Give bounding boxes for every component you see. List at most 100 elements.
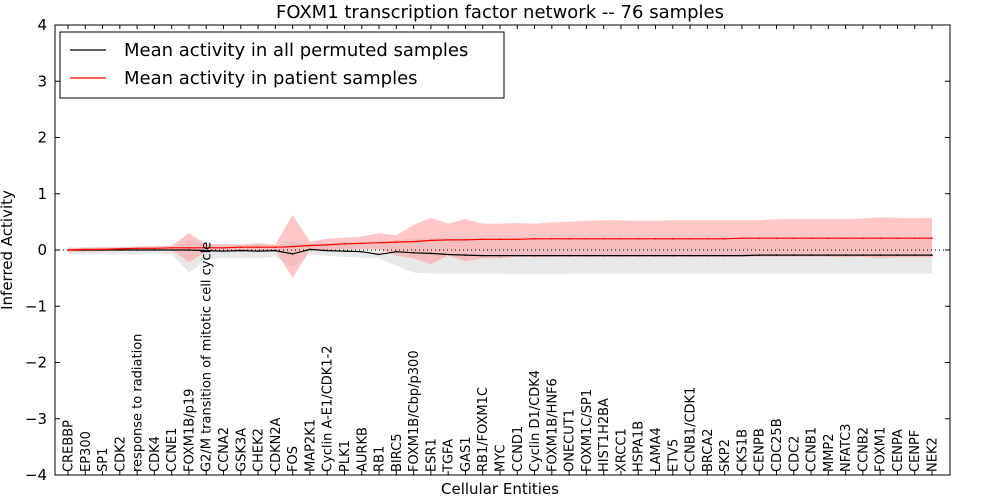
- category-label: CENPF: [908, 430, 923, 472]
- category-label: MMP2: [822, 433, 837, 472]
- point-series-1: [810, 237, 812, 239]
- point-series-1: [654, 238, 657, 240]
- category-label: FOXM1C/SP1: [580, 389, 595, 472]
- point-series-0: [378, 253, 380, 256]
- point-series-0: [481, 254, 484, 257]
- point-series-0: [274, 249, 277, 252]
- confidence-bands: [68, 215, 932, 279]
- category-label: FOXM1B/Cbp/p300: [407, 350, 422, 472]
- point-series-1: [257, 246, 259, 248]
- point-series-1: [84, 248, 87, 251]
- point-series-0: [464, 254, 467, 256]
- y-ticks: −4 −3 −2 −1 0 1 2 3 4: [25, 16, 950, 484]
- category-label: CCNB1/CDK1: [684, 387, 699, 472]
- point-series-0: [827, 254, 830, 256]
- point-series-1: [464, 239, 467, 241]
- category-label: CKS1B: [735, 429, 750, 472]
- category-label: SKP2: [718, 439, 733, 472]
- category-label: CHEK2: [252, 428, 267, 472]
- category-label: ONECUT1: [563, 409, 578, 472]
- point-series-1: [395, 241, 398, 243]
- point-series-1: [672, 238, 674, 240]
- point-series-1: [516, 238, 519, 241]
- chart-title: FOXM1 transcription factor network -- 76…: [276, 2, 724, 23]
- point-series-1: [844, 237, 847, 239]
- point-series-1: [879, 237, 881, 239]
- point-series-1: [499, 238, 501, 241]
- point-series-0: [326, 249, 329, 252]
- point-series-0: [879, 254, 881, 256]
- category-label: CENPB: [753, 428, 768, 472]
- category-labels: CREBBP EP300 SP1 CDK2 response to radiation C…: [62, 25, 941, 475]
- category-label: GAS1: [459, 437, 474, 473]
- category-label: G2/M transition of mitotic cell cycle: [200, 242, 215, 472]
- y-tick-label: 3: [37, 72, 47, 90]
- point-series-1: [240, 246, 242, 248]
- category-label: BRCA2: [701, 428, 716, 472]
- point-series-0: [931, 254, 933, 256]
- category-label: HSPA1B: [632, 421, 647, 472]
- point-series-1: [758, 237, 760, 239]
- point-series-1: [620, 238, 622, 240]
- point-series-0: [706, 254, 709, 257]
- category-label: HIST1H2BA: [597, 398, 612, 472]
- point-series-0: [775, 254, 778, 256]
- point-series-1: [585, 238, 588, 240]
- point-series-0: [862, 254, 864, 256]
- point-series-1: [931, 237, 933, 239]
- point-series-1: [706, 238, 709, 240]
- category-label: FOS: [286, 446, 301, 472]
- x-axis-label: Cellular Entities: [441, 480, 559, 498]
- category-label: BIRC5: [390, 434, 405, 473]
- point-series-1: [689, 238, 691, 240]
- point-series-1: [343, 243, 346, 245]
- y-tick-label: 4: [37, 16, 47, 34]
- point-series-0: [188, 249, 190, 251]
- point-series-1: [378, 241, 380, 244]
- point-series-0: [430, 252, 432, 255]
- category-label: MAP2K1: [303, 419, 318, 472]
- point-series-0: [793, 254, 795, 256]
- category-label: RB1/FOXM1C: [476, 387, 491, 472]
- point-series-0: [654, 254, 657, 257]
- y-tick-label: 2: [37, 129, 47, 147]
- band-series-1: [68, 215, 932, 279]
- y-axis-label: Inferred Activity: [0, 190, 16, 310]
- point-series-1: [533, 238, 536, 240]
- point-series-1: [896, 237, 899, 239]
- category-label: SP1: [96, 448, 111, 472]
- category-label: CCNB2: [856, 427, 871, 472]
- point-series-0: [551, 254, 553, 257]
- legend-label-patient: Mean activity in patient samples: [124, 68, 418, 89]
- point-series-1: [170, 247, 173, 249]
- point-series-0: [499, 254, 501, 257]
- category-label: ETV5: [666, 439, 681, 472]
- point-series-0: [291, 253, 294, 255]
- category-label: PLK1: [338, 440, 353, 472]
- point-series-0: [620, 254, 622, 257]
- point-series-0: [723, 254, 726, 257]
- category-label: response to radiation: [131, 334, 146, 472]
- point-series-0: [412, 252, 415, 254]
- point-series-0: [896, 254, 899, 256]
- point-series-0: [395, 250, 398, 253]
- point-series-1: [188, 247, 190, 249]
- category-label: AURKB: [355, 427, 370, 472]
- category-label: MYC: [494, 444, 509, 472]
- point-series-1: [568, 238, 570, 240]
- point-series-1: [723, 238, 726, 240]
- point-series-1: [153, 247, 156, 250]
- plot-frame: [54, 24, 951, 476]
- category-label: CDC2: [787, 436, 802, 472]
- category-label: XRCC1: [615, 428, 630, 472]
- category-label: ESR1: [424, 438, 439, 472]
- point-series-1: [793, 237, 795, 239]
- point-series-0: [447, 253, 450, 256]
- category-label: FOXM1B/HNF6: [545, 378, 560, 472]
- point-series-0: [361, 250, 363, 253]
- point-series-1: [67, 249, 69, 251]
- category-label: GSK3A: [234, 428, 249, 472]
- point-series-1: [205, 247, 207, 249]
- point-series-1: [862, 237, 864, 239]
